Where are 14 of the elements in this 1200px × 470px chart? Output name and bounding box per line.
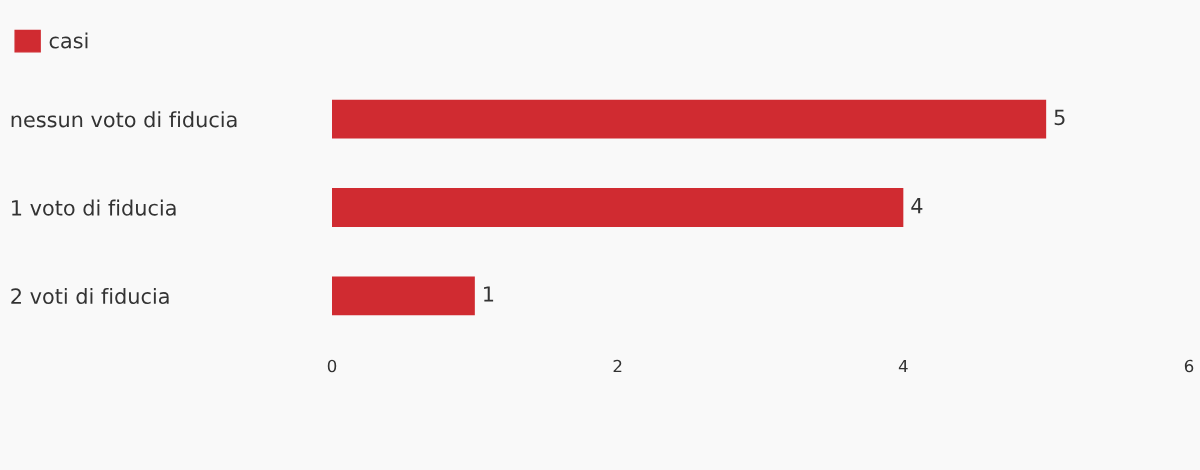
bar	[332, 99, 1047, 139]
x-tick-label: 2	[613, 359, 622, 373]
data-label: 4	[911, 198, 923, 214]
data-label: 5	[1054, 109, 1065, 126]
y-tick-label: nessun voto di fiducia	[11, 111, 237, 128]
x-tick-label: 4	[898, 359, 908, 373]
bar	[332, 276, 475, 316]
y-tick-label: 1 voto di fiducia	[12, 199, 176, 216]
data-label: 1	[484, 286, 494, 302]
x-tick-label: 6	[1184, 359, 1194, 373]
x-tick-label: 0	[327, 359, 337, 373]
bar	[332, 188, 904, 227]
y-tick-label: 2 voti di fiducia	[11, 287, 169, 305]
legend-label: casi	[49, 32, 88, 49]
